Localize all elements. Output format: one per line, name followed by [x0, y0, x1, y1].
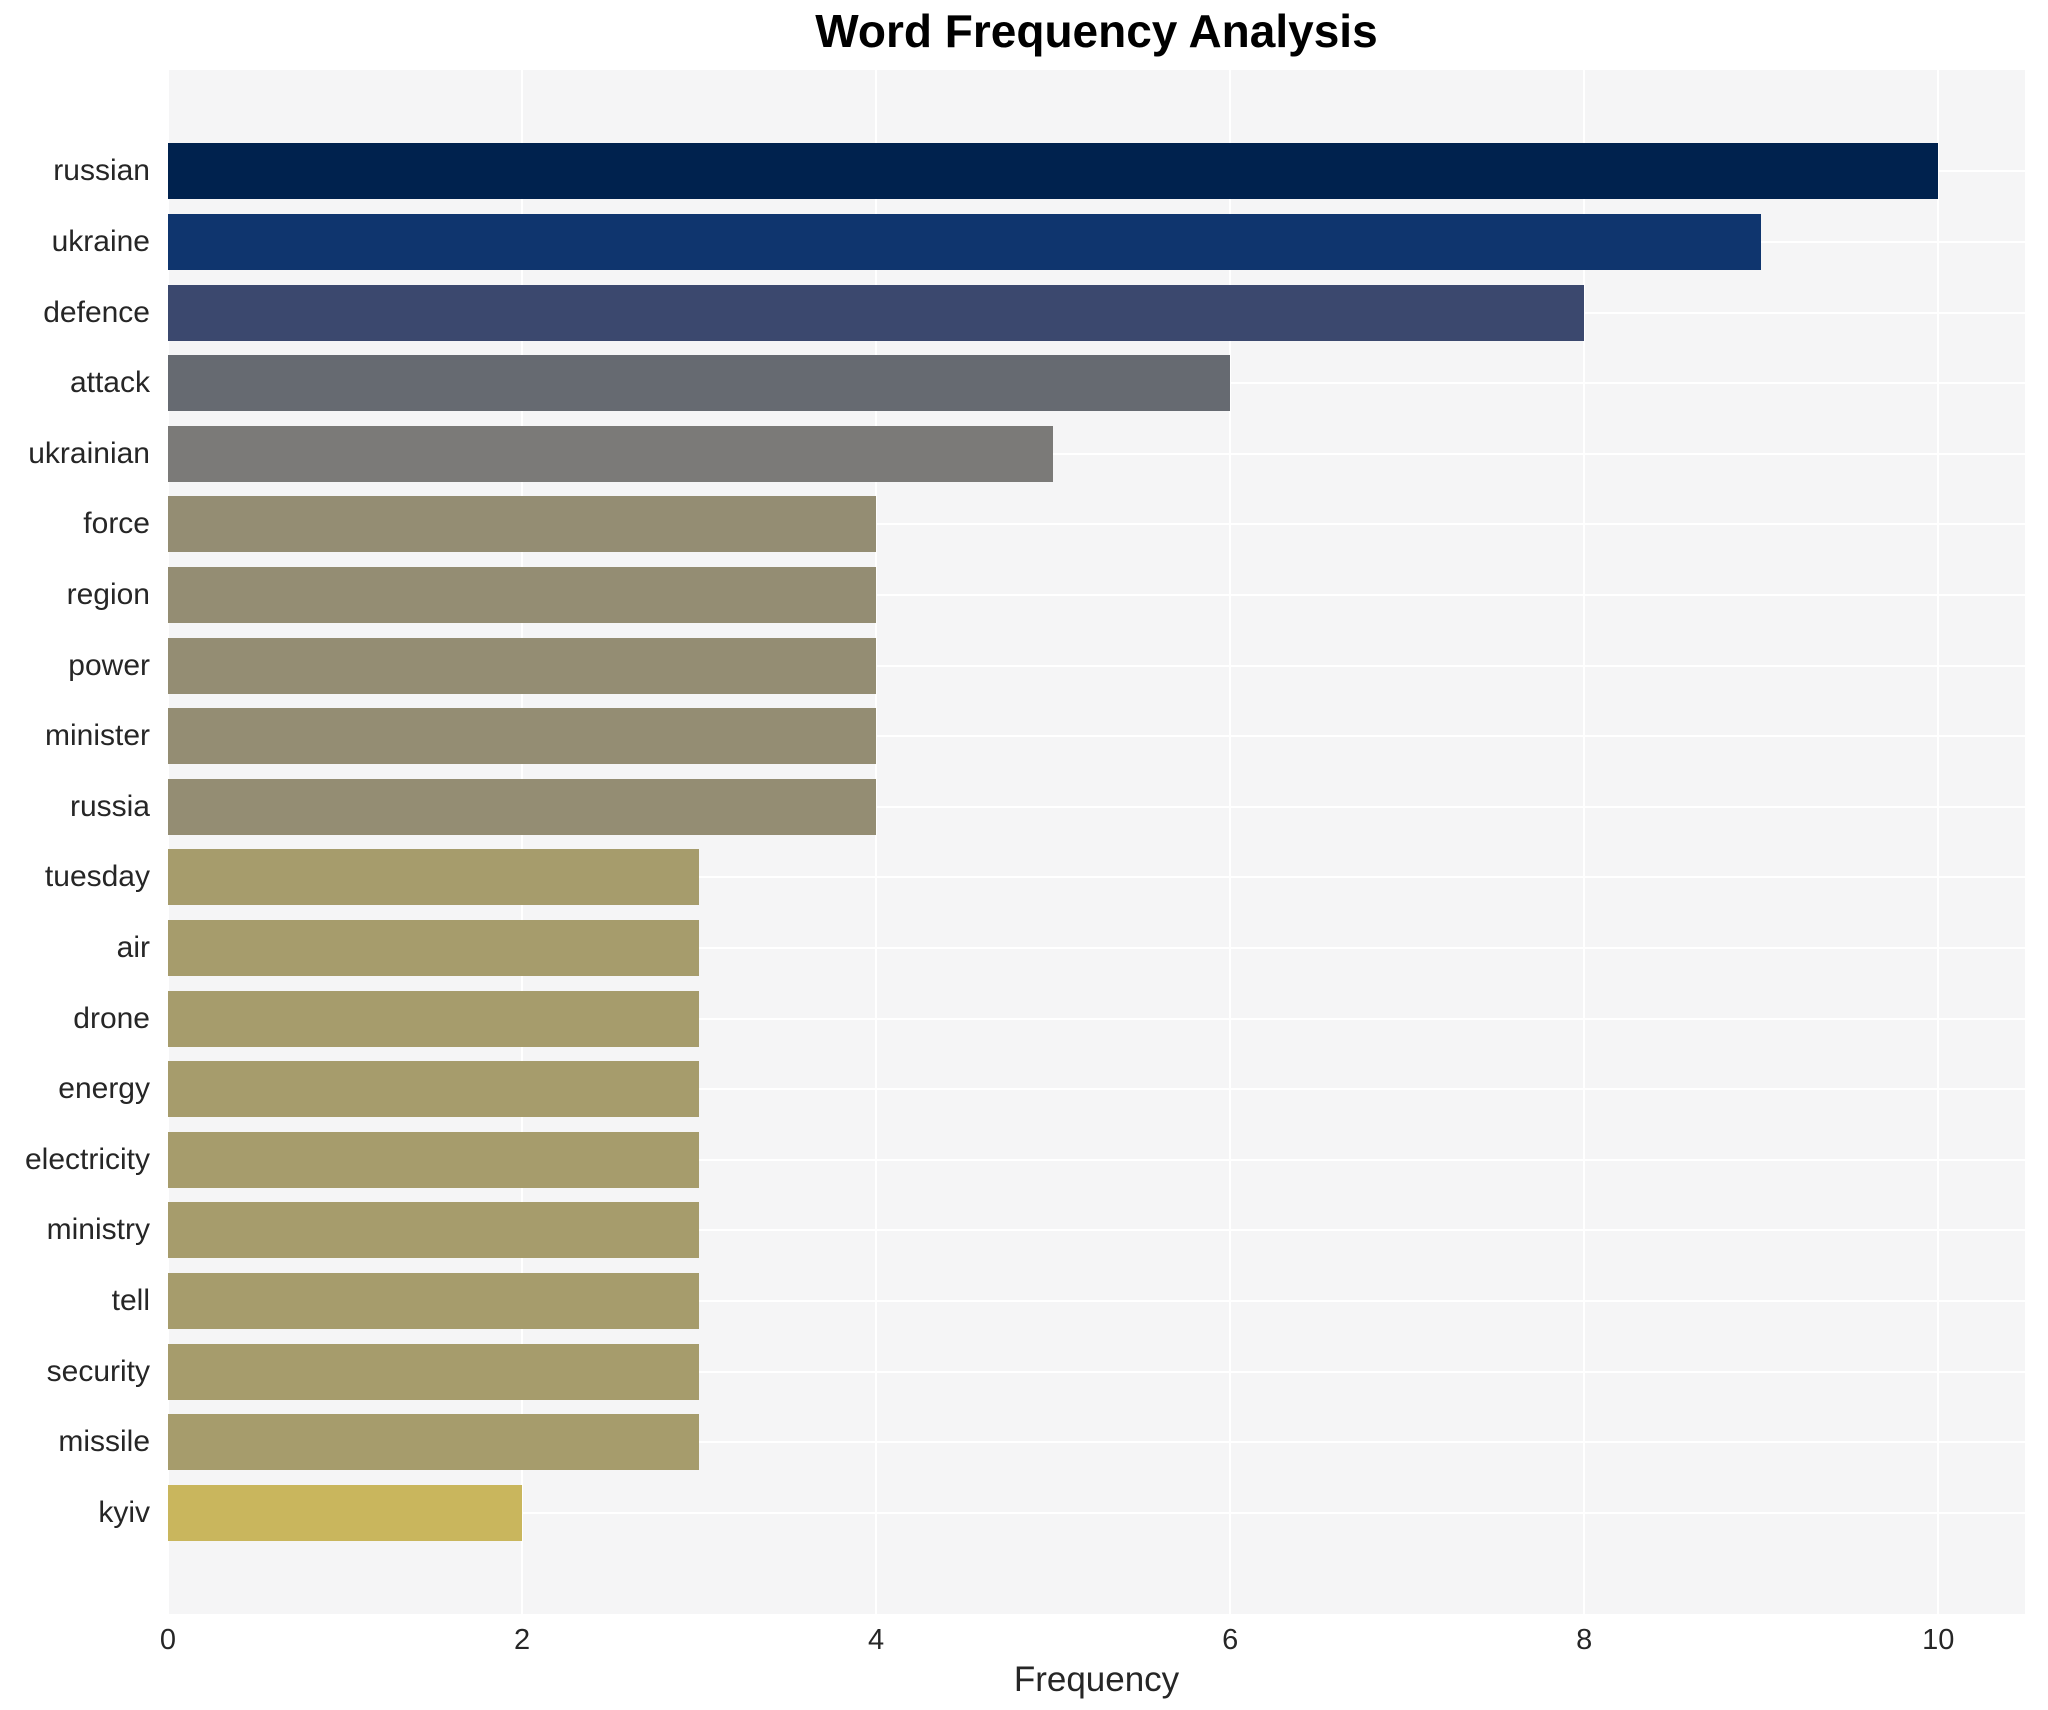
- y-tick-label-ukraine: ukraine: [51, 224, 150, 258]
- bar-air: [168, 919, 700, 976]
- y-tick-label-electricity: electricity: [24, 1142, 150, 1176]
- gridline-horizontal: [168, 593, 2025, 596]
- y-tick-label-region: region: [66, 577, 150, 611]
- y-tick-label-power: power: [68, 648, 150, 682]
- y-tick-label-air: air: [116, 930, 150, 964]
- bar-russia: [168, 778, 877, 835]
- bar-region: [168, 566, 877, 623]
- gridline-horizontal: [168, 1229, 2025, 1232]
- y-tick-label-russian: russian: [53, 154, 150, 188]
- chart-title: Word Frequency Analysis: [815, 5, 1378, 57]
- y-tick-label-russia: russia: [69, 789, 150, 823]
- y-tick-label-ministry: ministry: [46, 1213, 150, 1247]
- gridline-horizontal: [168, 664, 2025, 667]
- y-tick-label-kyiv: kyiv: [98, 1495, 150, 1529]
- y-tick-label-attack: attack: [69, 366, 150, 400]
- bar-drone: [168, 990, 700, 1047]
- gridline-horizontal: [168, 1158, 2025, 1161]
- gridline-vertical: [1583, 70, 1586, 1614]
- gridline-vertical: [1229, 70, 1232, 1614]
- y-tick-label-ukrainian: ukrainian: [28, 436, 150, 470]
- gridline-horizontal: [168, 805, 2025, 808]
- x-tick-label-4: 4: [868, 1624, 885, 1656]
- y-tick-label-tuesday: tuesday: [44, 860, 150, 894]
- bar-minister: [168, 708, 877, 765]
- x-tick-label-6: 6: [1222, 1624, 1239, 1656]
- y-tick-label-minister: minister: [44, 719, 150, 753]
- gridline-horizontal: [168, 1441, 2025, 1444]
- gridline-vertical: [875, 70, 878, 1614]
- x-axis-label: Frequency: [1013, 1660, 1180, 1699]
- bar-defence: [168, 284, 1585, 341]
- y-tick-label-defence: defence: [43, 295, 150, 329]
- bar-ukrainian: [168, 425, 1054, 482]
- gridline-horizontal: [168, 1370, 2025, 1373]
- bar-russian: [168, 143, 1939, 200]
- bar-electricity: [168, 1131, 700, 1188]
- gridline-horizontal: [168, 1511, 2025, 1514]
- gridline-horizontal: [168, 1299, 2025, 1302]
- bar-ukraine: [168, 213, 1762, 270]
- gridline-vertical: [1937, 70, 1940, 1614]
- bar-attack: [168, 355, 1231, 412]
- plot-area: [167, 70, 2025, 1614]
- gridline-horizontal: [168, 452, 2025, 455]
- x-tick-label-10: 10: [1922, 1624, 1955, 1656]
- bar-energy: [168, 1061, 700, 1118]
- y-tick-label-missile: missile: [58, 1425, 150, 1459]
- gridline-horizontal: [168, 735, 2025, 738]
- bar-force: [168, 496, 877, 553]
- gridline-vertical: [167, 70, 169, 1614]
- gridline-vertical: [521, 70, 524, 1614]
- x-tick-label-2: 2: [513, 1624, 531, 1656]
- y-tick-label-tell: tell: [111, 1283, 150, 1317]
- gridline-horizontal: [168, 1088, 2025, 1091]
- y-tick-label-security: security: [46, 1354, 150, 1388]
- y-tick-label-force: force: [83, 507, 150, 541]
- gridline-horizontal: [168, 1017, 2025, 1020]
- y-tick-label-energy: energy: [58, 1072, 150, 1106]
- bar-kyiv: [168, 1484, 523, 1541]
- gridline-horizontal: [168, 946, 2025, 949]
- y-tick-label-drone: drone: [73, 1001, 150, 1035]
- gridline-horizontal: [168, 876, 2025, 879]
- bar-tell: [168, 1272, 700, 1329]
- x-tick-label-8: 8: [1576, 1624, 1593, 1656]
- bar-security: [168, 1343, 700, 1400]
- bar-tuesday: [168, 849, 700, 906]
- bar-missile: [168, 1414, 700, 1471]
- x-tick-label-0: 0: [159, 1624, 177, 1656]
- bar-power: [168, 637, 877, 694]
- gridline-horizontal: [168, 523, 2025, 526]
- bar-ministry: [168, 1202, 700, 1259]
